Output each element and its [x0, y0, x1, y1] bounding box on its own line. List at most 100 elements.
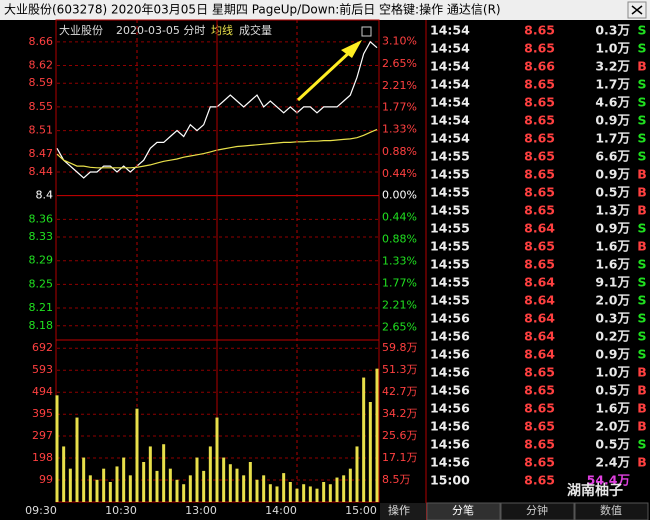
y2-tick-label: 51.3万: [382, 363, 418, 376]
volume-bar: [182, 484, 186, 502]
trade-row: 14:56 8.64 0.3万 S: [430, 311, 647, 326]
trade-volume: 0.9万: [595, 221, 630, 236]
volume-bar: [168, 468, 172, 502]
trade-time: 14:54: [430, 131, 470, 146]
trade-row: 14:56 8.64 0.2万 S: [430, 329, 647, 344]
y2-tick-label: 59.8万: [382, 341, 418, 354]
volume-bar: [275, 486, 279, 502]
trade-time: 14:54: [430, 23, 470, 38]
tab[interactable]: 分笔: [452, 503, 474, 517]
y-tick-label: 99: [39, 473, 53, 486]
trade-time: 14:56: [430, 401, 470, 416]
trade-price: 8.65: [524, 95, 555, 110]
action-tab-bg[interactable]: [380, 503, 426, 520]
y2-tick-label: 0.88%: [382, 145, 417, 158]
y-tick-label: 593: [32, 363, 53, 376]
volume-bar: [368, 402, 372, 502]
volume-bar: [308, 486, 312, 502]
trade-row: 14:54 8.65 0.3万 S: [430, 23, 647, 38]
trade-side: B: [637, 365, 647, 380]
window-title: 大业股份(603278) 2020年03月05日 星期四 PageUp/Down…: [4, 2, 501, 17]
y2-tick-label: 0.44%: [382, 167, 417, 180]
y-tick-label: 198: [32, 451, 53, 464]
y-tick-label: 297: [32, 429, 53, 442]
panel-icon[interactable]: [361, 26, 372, 37]
trade-volume: 1.0万: [595, 41, 630, 56]
trade-side: B: [637, 203, 647, 218]
trade-side: B: [637, 239, 647, 254]
trade-price: 8.64: [524, 347, 555, 362]
trade-price: 8.65: [524, 185, 555, 200]
trade-row: 14:56 8.64 0.9万 S: [430, 347, 647, 362]
tab-bg[interactable]: [574, 502, 649, 520]
trade-row: 14:54 8.65 1.0万 S: [430, 41, 647, 56]
legend-volume: 成交量: [239, 23, 272, 37]
trade-volume: 1.7万: [595, 131, 630, 146]
y-tick-label: 8.62: [29, 58, 54, 71]
trade-time: 14:55: [430, 185, 470, 200]
volume-bar: [362, 377, 366, 502]
trade-time: 14:55: [430, 239, 470, 254]
tab-bg[interactable]: [426, 502, 501, 520]
volume-bar: [355, 446, 359, 502]
volume-bar: [122, 457, 126, 502]
trade-volume: 0.9万: [595, 347, 630, 362]
trade-side: S: [637, 311, 646, 326]
trade-row: 14:55 8.65 0.9万 B: [430, 167, 647, 182]
volume-bar: [195, 457, 199, 502]
trade-side: S: [637, 221, 646, 236]
trade-time: 14:56: [430, 347, 470, 362]
trade-time: 14:54: [430, 41, 470, 56]
trade-price: 8.65: [524, 167, 555, 182]
trade-row: 14:54 8.65 1.7万 S: [430, 131, 647, 146]
trade-side: S: [637, 41, 646, 56]
trade-row: 14:56 8.65 1.0万 B: [430, 365, 647, 380]
trade-side: S: [637, 149, 646, 164]
y2-tick-label: 17.1万: [382, 451, 418, 464]
trade-volume: 0.5万: [595, 437, 630, 452]
trade-time: 14:54: [430, 95, 470, 110]
volume-bar: [62, 446, 66, 502]
trade-row: 14:55 8.65 0.5万 B: [430, 185, 647, 200]
y2-tick-label: 34.2万: [382, 407, 418, 420]
volume-bar: [188, 475, 192, 502]
trade-time: 14:55: [430, 275, 470, 290]
y2-tick-label: 25.6万: [382, 429, 418, 442]
trade-time: 14:55: [430, 293, 470, 308]
trade-side: B: [637, 185, 647, 200]
trade-volume: 0.5万: [595, 383, 630, 398]
y2-tick-label: 42.7万: [382, 385, 418, 398]
trade-side: S: [637, 437, 646, 452]
y2-tick-label: 3.10%: [382, 35, 417, 48]
trade-row: 14:54 8.65 0.9万 S: [430, 113, 647, 128]
trade-row: 14:55 8.64 2.0万 S: [430, 293, 647, 308]
volume-bar: [162, 444, 166, 502]
y2-tick-label: 0.88%: [382, 232, 417, 245]
y-tick-label: 8.25: [29, 277, 54, 290]
y2-tick-label: 2.65%: [382, 57, 417, 70]
trade-row: 14:55 8.65 6.6万 S: [430, 149, 647, 164]
tab[interactable]: 分钟: [526, 503, 548, 517]
tab[interactable]: 数值: [600, 504, 622, 517]
trade-time: 14:55: [430, 203, 470, 218]
volume-bar: [215, 417, 219, 502]
trade-volume: 1.6万: [595, 257, 630, 272]
volume-bar: [255, 479, 259, 502]
trade-price: 8.65: [524, 473, 555, 488]
trade-price: 8.65: [524, 437, 555, 452]
trade-price: 8.64: [524, 293, 555, 308]
trade-time: 14:55: [430, 149, 470, 164]
trade-row: 14:55 8.64 0.9万 S: [430, 221, 647, 236]
arrow-head: [341, 40, 362, 58]
y-tick-label: 8.18: [29, 319, 54, 332]
x-tick-label: 10:30: [105, 504, 137, 517]
tab-bg[interactable]: [500, 502, 575, 520]
trade-time: 14:56: [430, 419, 470, 434]
action-tab[interactable]: 操作: [388, 503, 410, 517]
trade-time: 14:56: [430, 311, 470, 326]
y2-tick-label: 2.21%: [382, 298, 417, 311]
trade-volume: 4.6万: [595, 95, 630, 110]
y-tick-label: 494: [32, 385, 53, 398]
